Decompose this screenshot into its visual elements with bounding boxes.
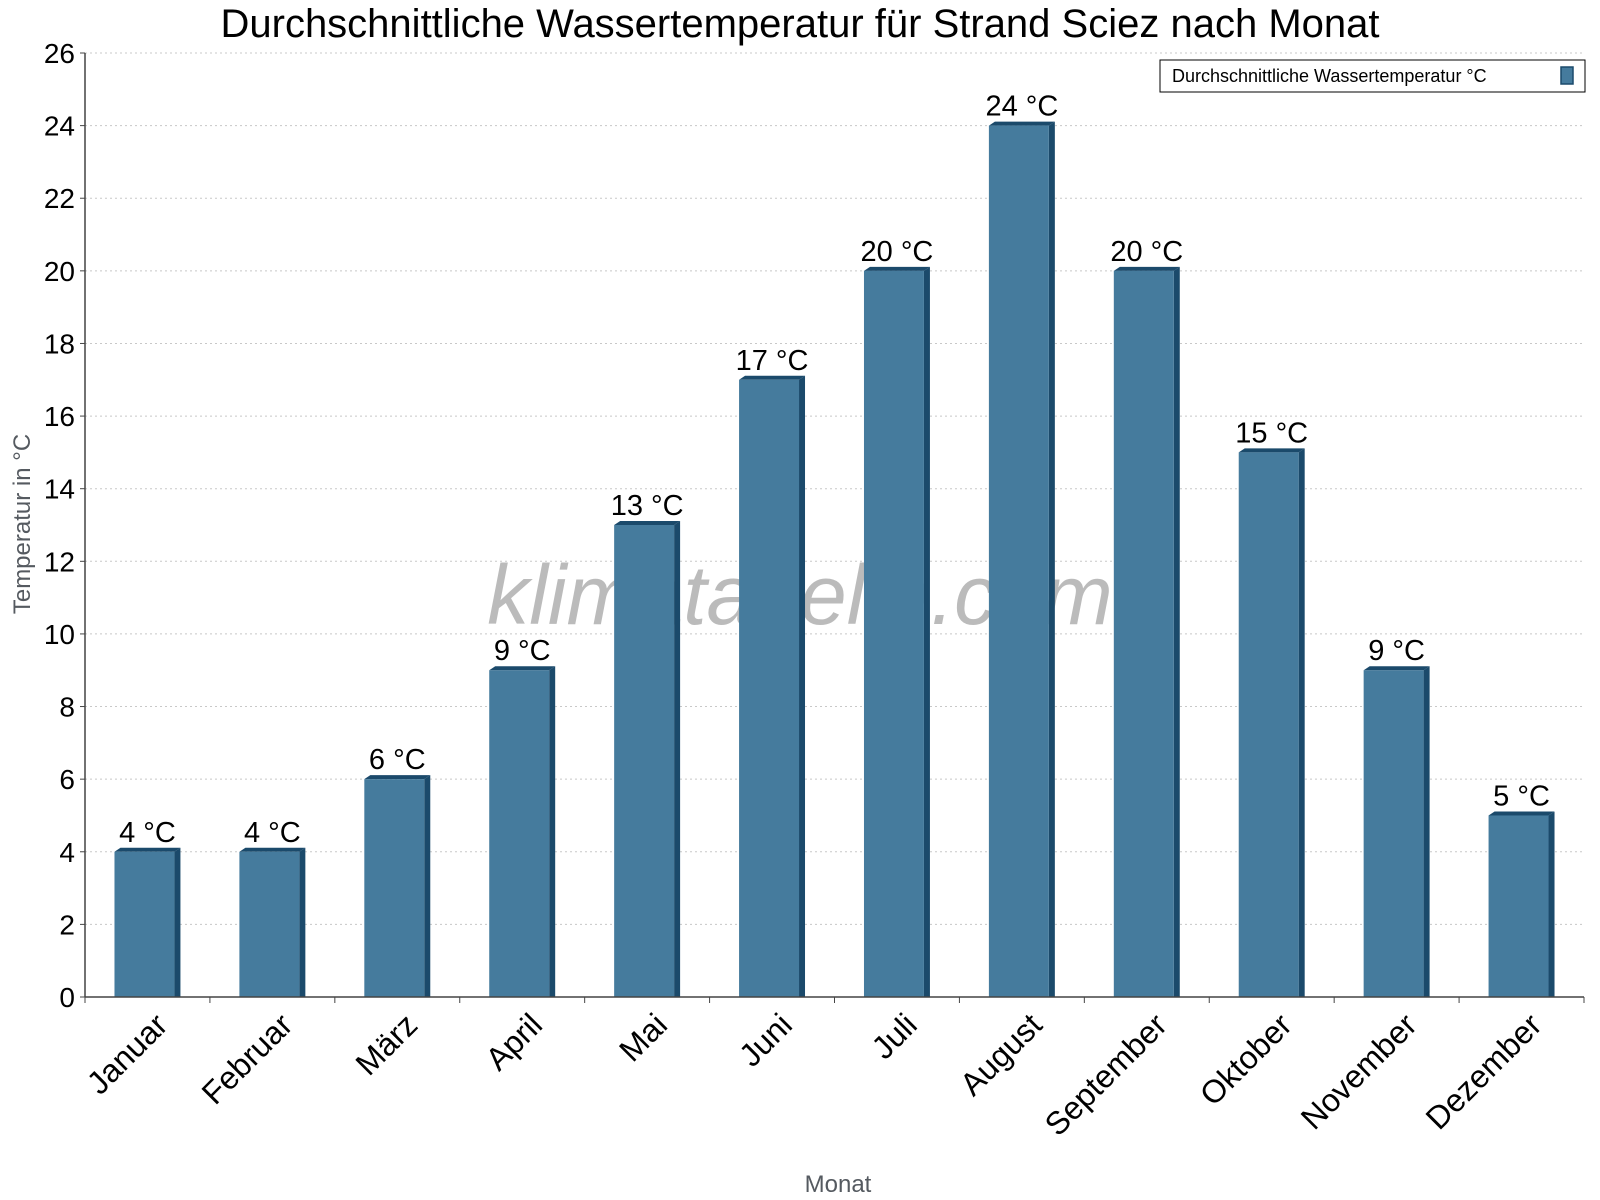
y-tick-label: 10 [44, 619, 75, 650]
bar-top [1113, 266, 1180, 271]
bar-top [114, 847, 181, 852]
bar-side [1048, 121, 1055, 998]
x-tick-label: August [953, 1006, 1049, 1102]
bar-value-label: 17 °C [736, 345, 809, 377]
x-tick-label: September [1038, 1006, 1174, 1142]
x-tick-label: Mai [612, 1006, 674, 1068]
legend: Durchschnittliche Wassertemperatur °C [1159, 59, 1586, 93]
x-tick-label: Februar [195, 1006, 300, 1111]
bar-value-label: 15 °C [1235, 417, 1308, 449]
bar-top [489, 666, 556, 671]
bar-value-label: 4 °C [119, 817, 176, 849]
bar-side [1423, 666, 1430, 997]
bar-value-label: 20 °C [861, 236, 934, 268]
y-tick-label: 26 [44, 38, 75, 69]
bar-side [799, 375, 806, 997]
bar-side [299, 847, 306, 997]
x-tick-label: Oktober [1193, 1006, 1299, 1112]
y-tick-label: 14 [44, 474, 75, 505]
legend-entry-label: Durchschnittliche Wassertemperatur °C [1172, 66, 1487, 86]
bars: 4 °C 4 °C 6 °C 9 °C 13 °C 17 °C 20 °C 24 °C 20 °… [114, 91, 1555, 998]
y-tick-label: 20 [44, 256, 75, 287]
bar-top [988, 121, 1055, 126]
legend-swatch [1560, 66, 1574, 85]
axes [80, 52, 1585, 1003]
bar-top [614, 521, 681, 525]
bar [988, 125, 1049, 998]
bar-side [1173, 266, 1180, 997]
y-tick-label: 16 [44, 401, 75, 432]
bar [1363, 670, 1424, 997]
y-tick-label: 8 [59, 692, 75, 723]
y-tick-label: 6 [59, 764, 75, 795]
y-tick-label: 0 [59, 982, 75, 1013]
bar-side [1298, 448, 1305, 997]
bar [739, 379, 800, 997]
y-tick-label: 24 [44, 111, 75, 142]
y-tick-label: 4 [59, 837, 75, 868]
bar-side [1548, 811, 1555, 997]
bar-top [364, 775, 431, 780]
y-tick-label: 2 [59, 909, 75, 940]
bar-top [1363, 666, 1430, 671]
y-tick-label: 22 [44, 183, 75, 214]
y-tick-label: 18 [44, 328, 75, 359]
bar-value-label: 9 °C [494, 635, 551, 667]
chart-title: Durchschnittliche Wassertemperatur für S… [220, 2, 1379, 46]
x-tick-label: Januar [80, 1006, 175, 1101]
bar-top [739, 375, 806, 380]
bar-value-label: 9 °C [1368, 635, 1425, 667]
bar [863, 270, 924, 997]
x-axis-label: Monat [805, 1171, 872, 1198]
bar-top [1238, 448, 1305, 453]
x-tick-label: Juni [732, 1006, 799, 1073]
bar [364, 779, 425, 997]
bar-top [1488, 811, 1555, 816]
bar-value-label: 20 °C [1110, 236, 1183, 268]
bar [614, 525, 675, 997]
bar [489, 670, 550, 997]
bar-value-label: 4 °C [244, 817, 301, 849]
x-tick-label: November [1294, 1006, 1424, 1136]
bar-value-label: 5 °C [1493, 780, 1550, 812]
bar [1488, 815, 1549, 997]
bar-value-label: 6 °C [369, 744, 426, 776]
legend-box [1159, 59, 1586, 93]
bar-side [174, 847, 181, 997]
bar-side [923, 266, 930, 997]
x-tick-label: Juli [865, 1006, 924, 1065]
bar-side [549, 666, 556, 997]
bar-top [863, 266, 930, 271]
y-tick-label: 12 [44, 546, 75, 577]
x-tick-label: April [478, 1006, 549, 1077]
x-tick-labels: Januar Februar März April Mai Juni Juli AugustS… [80, 1006, 1549, 1142]
bar-side [424, 775, 431, 997]
y-axis-label: Temperatur in °C [9, 434, 36, 614]
grid-lines [85, 52, 1584, 925]
bar-value-label: 24 °C [985, 91, 1058, 123]
bar [114, 851, 175, 997]
bar-top [239, 847, 306, 852]
bar [1238, 452, 1299, 997]
bar-side [674, 521, 681, 997]
bar [1113, 270, 1174, 997]
bar [239, 851, 300, 997]
bar-value-label: 13 °C [611, 490, 684, 522]
x-tick-label: Dezember [1419, 1006, 1549, 1136]
x-tick-label: März [349, 1006, 425, 1082]
